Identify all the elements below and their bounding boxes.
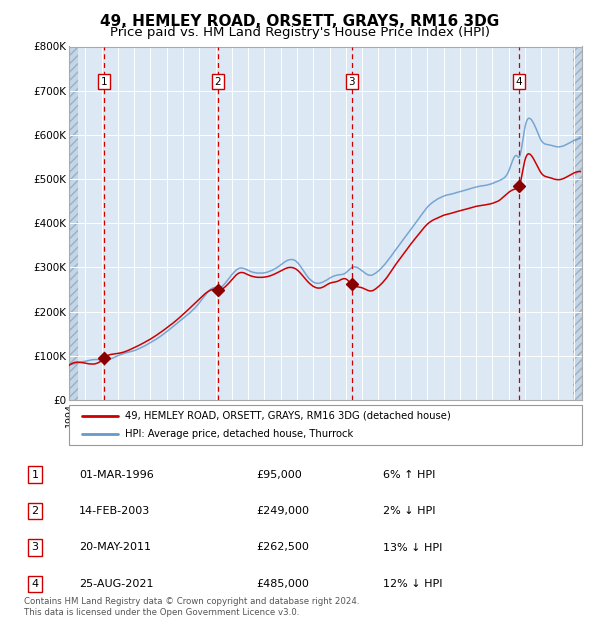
Text: 14-FEB-2003: 14-FEB-2003 xyxy=(79,506,151,516)
Text: Contains HM Land Registry data © Crown copyright and database right 2024.
This d: Contains HM Land Registry data © Crown c… xyxy=(24,598,359,617)
Text: 3: 3 xyxy=(32,542,38,552)
Text: HPI: Average price, detached house, Thurrock: HPI: Average price, detached house, Thur… xyxy=(125,429,353,440)
Text: 2: 2 xyxy=(214,77,221,87)
Text: 12% ↓ HPI: 12% ↓ HPI xyxy=(383,579,442,589)
Text: 3: 3 xyxy=(349,77,355,87)
Text: 13% ↓ HPI: 13% ↓ HPI xyxy=(383,542,442,552)
Text: 1: 1 xyxy=(32,469,38,480)
Text: £485,000: £485,000 xyxy=(256,579,309,589)
Text: 2% ↓ HPI: 2% ↓ HPI xyxy=(383,506,436,516)
Text: £262,500: £262,500 xyxy=(256,542,309,552)
Text: 20-MAY-2011: 20-MAY-2011 xyxy=(79,542,151,552)
Text: £249,000: £249,000 xyxy=(256,506,309,516)
Text: 4: 4 xyxy=(31,579,38,589)
Text: 01-MAR-1996: 01-MAR-1996 xyxy=(79,469,154,480)
FancyBboxPatch shape xyxy=(69,405,582,445)
Text: 1: 1 xyxy=(101,77,107,87)
Text: £95,000: £95,000 xyxy=(256,469,302,480)
Text: 49, HEMLEY ROAD, ORSETT, GRAYS, RM16 3DG (detached house): 49, HEMLEY ROAD, ORSETT, GRAYS, RM16 3DG… xyxy=(125,410,451,421)
Text: 4: 4 xyxy=(516,77,523,87)
Text: Price paid vs. HM Land Registry's House Price Index (HPI): Price paid vs. HM Land Registry's House … xyxy=(110,26,490,39)
Text: 49, HEMLEY ROAD, ORSETT, GRAYS, RM16 3DG: 49, HEMLEY ROAD, ORSETT, GRAYS, RM16 3DG xyxy=(100,14,500,29)
Text: 2: 2 xyxy=(31,506,38,516)
Text: 25-AUG-2021: 25-AUG-2021 xyxy=(79,579,154,589)
Text: 6% ↑ HPI: 6% ↑ HPI xyxy=(383,469,435,480)
